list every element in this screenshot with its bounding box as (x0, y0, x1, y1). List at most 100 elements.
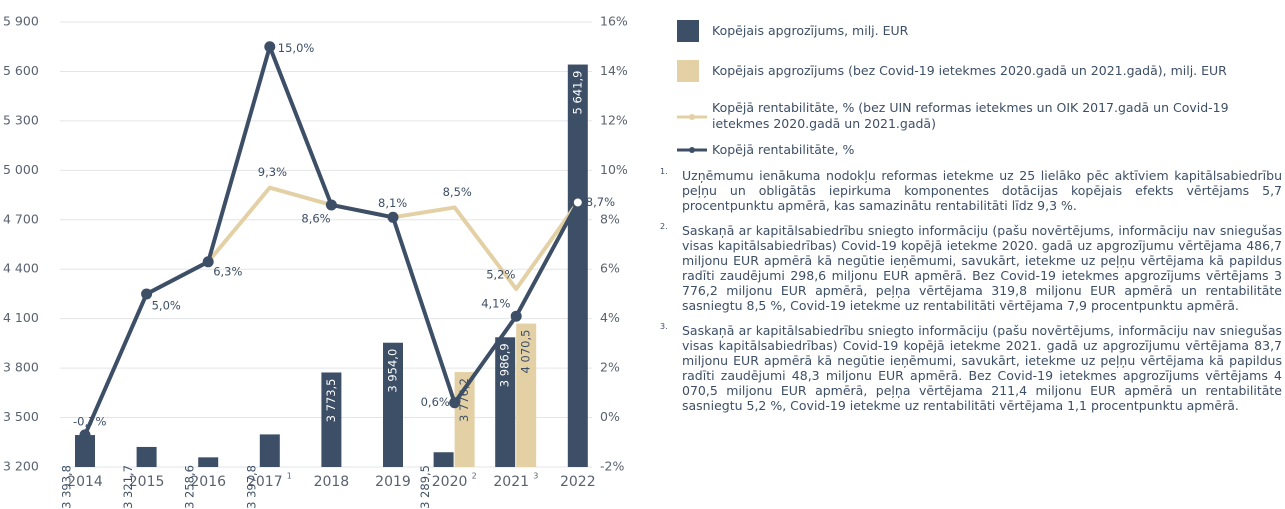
bar-value-label: 3 258,6 (183, 465, 197, 509)
y-tick-label: 3 800 (3, 360, 39, 375)
line-marker (264, 41, 276, 53)
bar (136, 446, 157, 467)
bar-value-label: 3 773,5 (324, 378, 338, 422)
legend-label: Kopējā rentabilitāte, % (712, 142, 855, 157)
y-tick-label: 5 900 (3, 14, 39, 29)
footnote: 3. Saskaņā ar kapitālsabiedrību sniegto i… (655, 322, 1282, 413)
x-tick-note: 3 (533, 472, 538, 481)
bar-value-label: 5 641,9 (570, 71, 584, 115)
x-tick-label: 2017 (247, 474, 283, 490)
line-value-label: 8,6% (301, 211, 330, 225)
y2-tick-label: 10% (600, 162, 628, 177)
x-tick-note: 2 (472, 472, 477, 481)
legend-label: Kopējais apgrozījums, milj. EUR (712, 23, 909, 38)
legend-panel: Kopējais apgrozījums, milj. EUR Kopējais … (655, 20, 1285, 413)
footnote-marker: 1. (660, 167, 668, 176)
legend-label: Kopējais apgrozījums (bez Covid-19 ietek… (712, 63, 1227, 78)
legend-item: Kopējais apgrozījums, milj. EUR (655, 20, 1285, 45)
y2-tick-label: 8% (600, 211, 620, 226)
line-value-label: 4,1% (481, 297, 510, 311)
footnote: 1. Uzņēmumu ienākuma nodokļu reformas iet… (655, 167, 1282, 213)
y-tick-label: 3 500 (3, 409, 39, 424)
line-marker (79, 429, 91, 441)
legend-swatch (677, 114, 707, 120)
bar (495, 337, 516, 467)
x-tick-note: 1 (287, 472, 292, 481)
y-tick-label: 4 700 (3, 211, 39, 226)
line-value-label: 8,1% (378, 196, 407, 210)
bar-value-label: 3 289,5 (418, 465, 432, 509)
line-value-label: 5,0% (152, 298, 181, 312)
y2-tick-label: 0% (600, 409, 620, 424)
line-marker (510, 310, 522, 322)
bar (567, 64, 588, 468)
bar-value-label: 3 397,8 (244, 465, 258, 509)
legend-label: Kopējā rentabilitāte, % (bez UIN reforma… (712, 100, 1229, 131)
bar (259, 434, 280, 467)
footnote: 2. Saskaņā ar kapitālsabiedrību sniegto i… (655, 222, 1282, 313)
bar (516, 323, 537, 467)
y2-tick-label: -2% (600, 459, 624, 474)
line-marker (449, 397, 461, 409)
line-value-label: 6,3% (213, 264, 242, 278)
bar-value-label: 3 954,0 (386, 349, 400, 393)
legend-swatch-box (677, 60, 699, 82)
legend-swatch-dot (689, 114, 695, 120)
bar-value-label: 3 393,8 (60, 465, 74, 509)
line-marker (141, 288, 153, 300)
x-tick-label: 2019 (375, 474, 411, 490)
footnote-text: Saskaņā ar kapitālsabiedrību sniegto inf… (682, 223, 1282, 313)
line-marker (387, 211, 399, 223)
line-value-label: 15,0% (278, 41, 315, 55)
bar (198, 457, 219, 467)
bar (383, 342, 403, 467)
x-tick-label: 2014 (67, 474, 103, 490)
legend-swatch (677, 60, 699, 82)
x-tick-label: 2020 (432, 474, 468, 490)
legend-item: Kopējā rentabilitāte, % (655, 142, 1285, 158)
x-tick-label: 2021 (493, 474, 529, 490)
line-value-label: 8,7% (586, 195, 615, 209)
legend-swatch (677, 20, 699, 42)
line-value-label: -0,7% (73, 414, 106, 428)
line-marker (202, 256, 214, 268)
bar (433, 452, 454, 467)
y-tick-label: 5 300 (3, 112, 39, 127)
legend-swatch (677, 147, 707, 153)
y2-tick-label: 16% (600, 14, 628, 29)
line-value-label: 0,6% (421, 395, 450, 409)
y2-tick-label: 12% (600, 112, 628, 127)
chart: 3 200 3 500 3 800 4 100 4 400 4 700 5 000 5 300… (3, 14, 628, 509)
footnote-marker: 3. (660, 322, 668, 331)
y-tick-label: 5 600 (3, 63, 39, 78)
y2-tick-label: 6% (600, 261, 620, 276)
line-value-label: 8,5% (443, 185, 472, 199)
x-tick-label: 2022 (560, 474, 596, 490)
footnote-marker: 2. (660, 222, 668, 231)
legend-swatch-dot (689, 147, 695, 153)
line-value-label: 9,3% (258, 165, 287, 179)
line-marker (325, 199, 337, 211)
footnote-text: Saskaņā ar kapitālsabiedrību sniegto inf… (682, 323, 1282, 413)
y2-tick-label: 2% (600, 360, 620, 375)
legend-item: Kopējais apgrozījums (bez Covid-19 ietek… (655, 60, 1285, 85)
y-tick-label: 5 000 (3, 162, 39, 177)
legend-item: Kopējā rentabilitāte, % (bez UIN reforma… (655, 100, 1285, 132)
legend-swatch-box (677, 20, 699, 42)
x-tick-label: 2016 (190, 474, 226, 490)
bar-value-label: 3 776,2 (457, 378, 471, 422)
bar-value-label: 3 986,9 (498, 343, 512, 387)
y-tick-label: 3 200 (3, 459, 39, 474)
line-value-label: 5,2% (486, 268, 515, 282)
x-tick-label: 2018 (314, 474, 350, 490)
y2-tick-label: 14% (600, 63, 628, 78)
bar-value-label: 3 321,7 (121, 465, 135, 509)
bar (321, 372, 342, 467)
footnote-text: Uzņēmumu ienākuma nodokļu reformas ietek… (682, 168, 1282, 213)
bar (75, 435, 95, 467)
bar-value-label: 4 070,5 (519, 330, 533, 374)
line-marker (571, 196, 584, 209)
y2-tick-label: 4% (600, 310, 620, 325)
y-tick-label: 4 400 (3, 261, 39, 276)
